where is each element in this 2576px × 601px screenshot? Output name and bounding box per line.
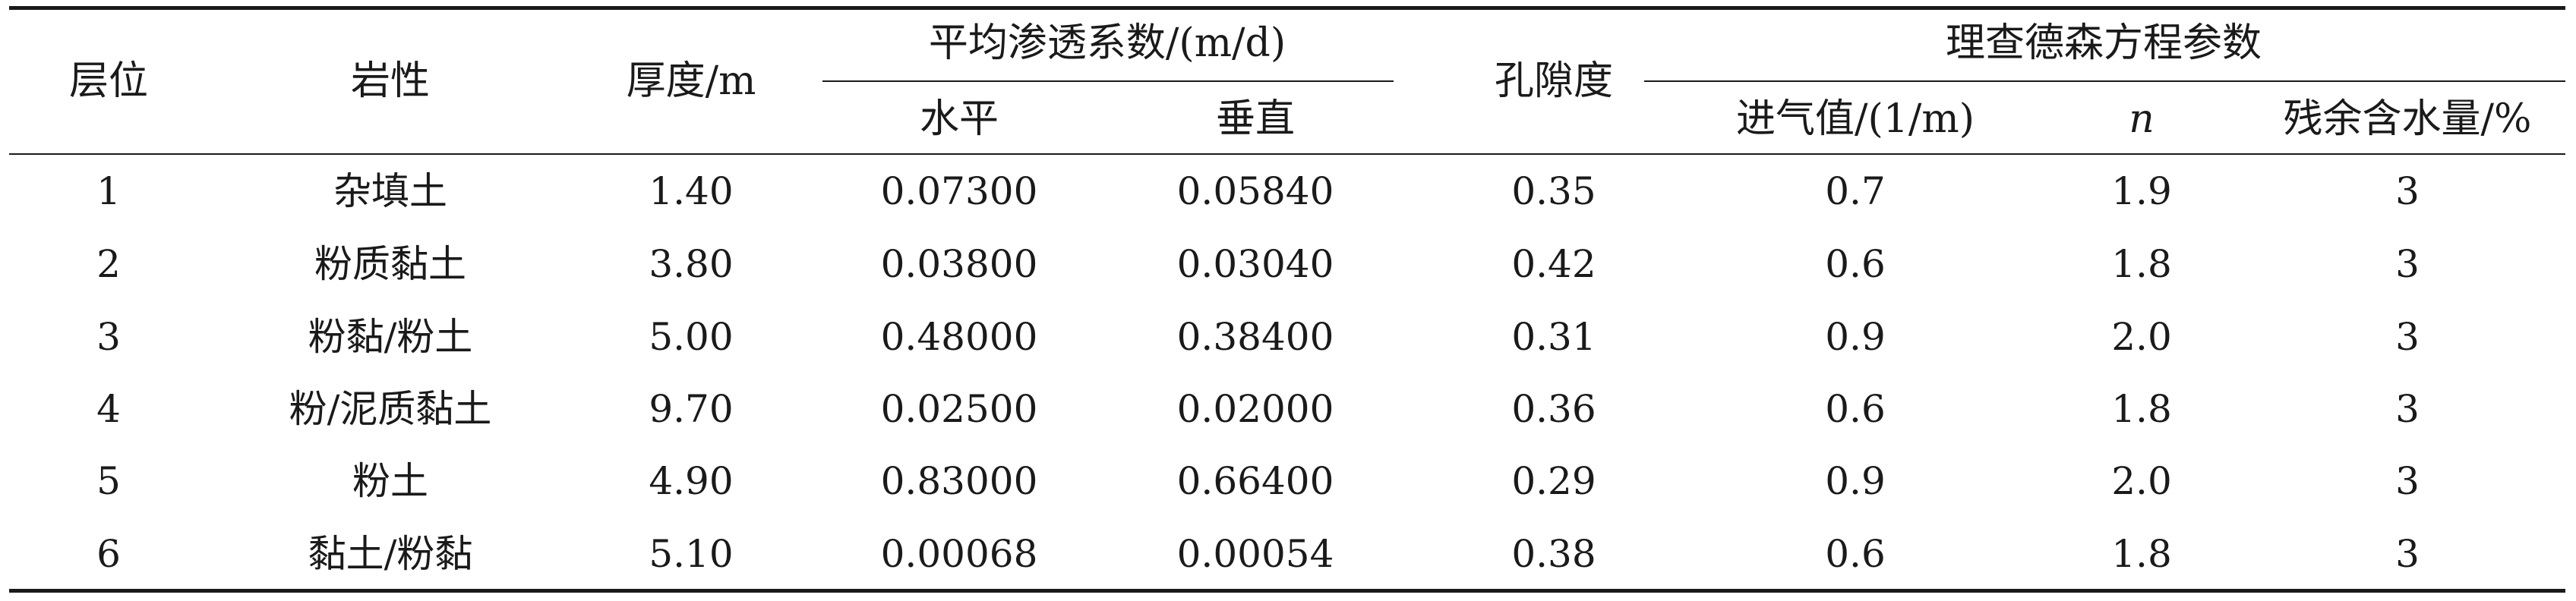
cell-porosity: 0.31: [1511, 315, 1596, 359]
cell-horizontal: 0.48000: [880, 315, 1038, 359]
cell-layer: 1: [96, 169, 121, 213]
cell-porosity: 0.42: [1511, 242, 1596, 286]
cell-n: 1.8: [2111, 532, 2172, 576]
cell-air-entry: 0.6: [1825, 387, 1886, 431]
cell-lithology: 粉土: [352, 459, 428, 503]
cell-n: 1.9: [2111, 169, 2172, 213]
cell-n: 1.8: [2111, 242, 2172, 286]
cell-thickness: 3.80: [649, 242, 734, 286]
header-thickness: 厚度/m: [626, 58, 756, 104]
cell-thickness: 5.10: [649, 532, 734, 576]
richards-group-rule: [1644, 80, 2565, 82]
cell-layer: 3: [96, 315, 121, 359]
header-richards-group: 理查德森方程参数: [1945, 20, 2262, 66]
header-layer: 层位: [68, 58, 149, 104]
cell-horizontal: 0.83000: [880, 459, 1038, 503]
header-vertical: 垂直: [1215, 96, 1296, 142]
cell-layer: 6: [96, 532, 121, 576]
cell-lithology: 杂填土: [333, 169, 447, 213]
cell-air-entry: 0.9: [1825, 315, 1886, 359]
cell-porosity: 0.36: [1511, 387, 1596, 431]
table-top-rule: [9, 6, 2565, 10]
cell-porosity: 0.35: [1511, 169, 1596, 213]
cell-lithology: 粉/泥质黏土: [289, 387, 492, 431]
header-lithology: 岩性: [350, 58, 431, 104]
cell-lithology: 粉黏/粉土: [308, 315, 473, 359]
cell-air-entry: 0.7: [1825, 169, 1886, 213]
header-bottom-rule: [9, 153, 2565, 155]
header-horizontal: 水平: [919, 96, 999, 142]
cell-lithology: 黏土/粉黏: [308, 532, 473, 576]
cell-horizontal: 0.03800: [880, 242, 1038, 286]
cell-porosity: 0.38: [1511, 532, 1596, 576]
cell-vertical: 0.66400: [1176, 459, 1334, 503]
cell-horizontal: 0.02500: [880, 387, 1038, 431]
cell-residual: 3: [2395, 459, 2420, 503]
cell-residual: 3: [2395, 532, 2420, 576]
cell-air-entry: 0.6: [1825, 532, 1886, 576]
cell-layer: 5: [96, 459, 121, 503]
cell-thickness: 4.90: [649, 459, 734, 503]
cell-vertical: 0.03040: [1176, 242, 1334, 286]
cell-layer: 2: [96, 242, 121, 286]
cell-air-entry: 0.9: [1825, 459, 1886, 503]
cell-horizontal: 0.07300: [880, 169, 1038, 213]
cell-thickness: 5.00: [649, 315, 734, 359]
header-air-entry: 进气值/(1/m): [1735, 96, 1975, 142]
cell-vertical: 0.02000: [1176, 387, 1334, 431]
cell-residual: 3: [2395, 315, 2420, 359]
header-n: n: [2129, 96, 2155, 142]
table-bottom-rule: [9, 589, 2565, 593]
cell-lithology: 粉质黏土: [314, 242, 466, 286]
cell-residual: 3: [2395, 242, 2420, 286]
cell-vertical: 0.05840: [1176, 169, 1334, 213]
cell-porosity: 0.29: [1511, 459, 1596, 503]
permeability-group-rule: [822, 80, 1394, 82]
cell-n: 2.0: [2111, 315, 2172, 359]
cell-thickness: 9.70: [649, 387, 734, 431]
cell-vertical: 0.00054: [1176, 532, 1334, 576]
header-permeability-group: 平均渗透系数/(m/d): [928, 20, 1286, 66]
cell-vertical: 0.38400: [1176, 315, 1334, 359]
cell-air-entry: 0.6: [1825, 242, 1886, 286]
header-porosity: 孔隙度: [1494, 58, 1614, 104]
cell-thickness: 1.40: [649, 169, 734, 213]
cell-residual: 3: [2395, 169, 2420, 213]
cell-n: 1.8: [2111, 387, 2172, 431]
header-residual-water: 残余含水量/%: [2283, 96, 2532, 142]
cell-layer: 4: [96, 387, 121, 431]
cell-horizontal: 0.00068: [880, 532, 1038, 576]
cell-residual: 3: [2395, 387, 2420, 431]
cell-n: 2.0: [2111, 459, 2172, 503]
